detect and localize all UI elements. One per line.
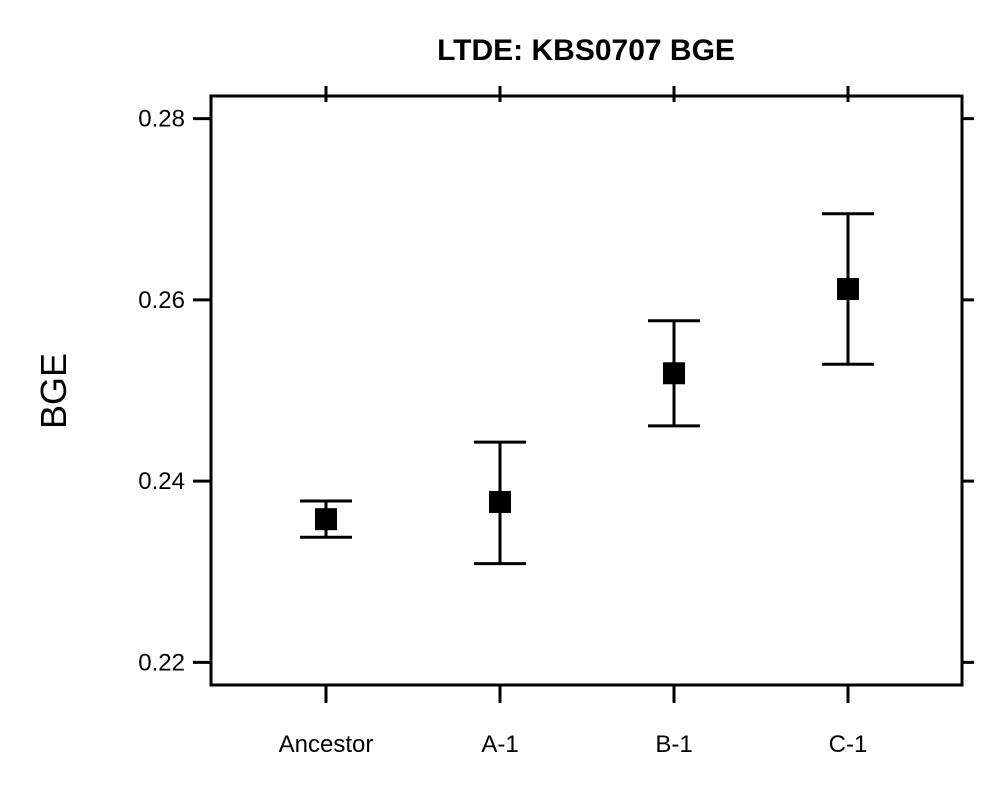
data-point bbox=[489, 490, 511, 513]
plot-frame bbox=[209, 94, 964, 687]
x-tick-label: A-1 bbox=[481, 731, 518, 758]
y-tick-label: 0.26 bbox=[138, 287, 185, 314]
y-axis-label: BGE bbox=[33, 353, 74, 429]
x-tick-label: C-1 bbox=[829, 731, 868, 758]
data-point bbox=[837, 278, 859, 301]
x-tick-label: Ancestor bbox=[279, 731, 374, 758]
y-tick-label: 0.22 bbox=[138, 649, 185, 676]
chart-marks: 0.22 0.24 0.26 0.28 Ancestor A-1 B-1 C-1 bbox=[138, 86, 974, 758]
y-tick-label: 0.28 bbox=[138, 106, 185, 133]
data-point bbox=[315, 508, 337, 531]
x-tick-label: B-1 bbox=[655, 731, 692, 758]
chart-title: LTDE: KBS0707 BGE bbox=[437, 34, 735, 67]
data-point bbox=[663, 362, 685, 385]
y-tick-label: 0.24 bbox=[138, 468, 185, 495]
